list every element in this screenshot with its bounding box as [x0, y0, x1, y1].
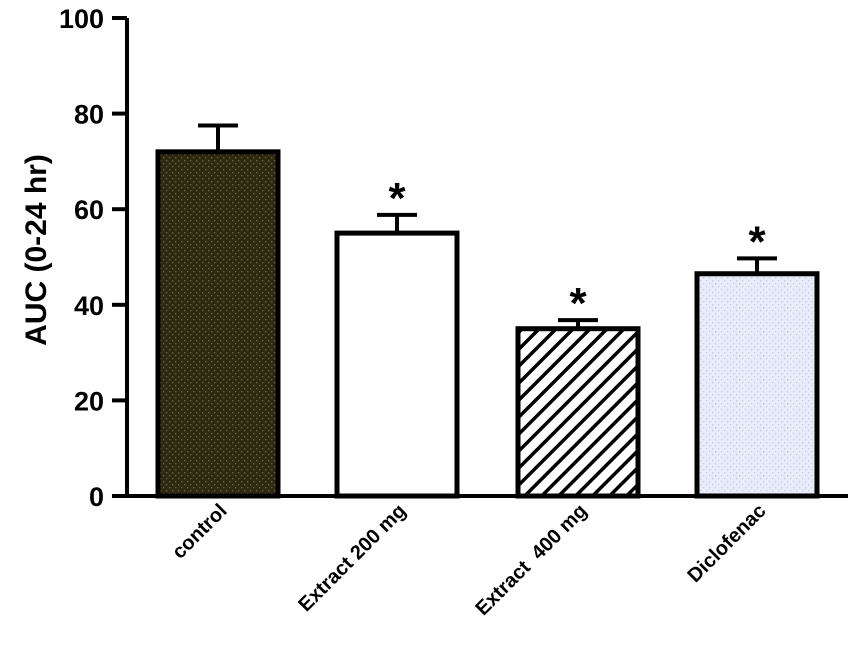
y-tick-label: 0 [89, 482, 104, 512]
y-axis-ticks: 0 20 40 60 80 100 [59, 4, 127, 512]
significance-markers: * * * [388, 174, 766, 328]
significance-asterisk: * [748, 217, 766, 266]
bar-control [155, 149, 281, 499]
significance-asterisk: * [569, 279, 587, 328]
x-tick-label: Extract 200 mg [294, 500, 410, 616]
y-tick-label: 40 [74, 291, 104, 321]
x-tick-label: control [168, 500, 231, 563]
y-tick-label: 60 [74, 195, 104, 225]
bar-extract-200-mg [334, 230, 460, 499]
y-tick-label: 80 [74, 100, 104, 130]
y-tick-label: 20 [74, 386, 104, 416]
bar-diclofenac [694, 271, 820, 499]
x-axis-tick-labels: control Extract 200 mg Extract 400 mg Diclo… [168, 500, 770, 620]
bar-extract-400-mg [515, 326, 641, 499]
y-tick-label: 100 [59, 4, 104, 34]
significance-asterisk: * [388, 174, 406, 223]
x-tick-label: Extract 400 mg [471, 500, 591, 620]
x-tick-label: Diclofenac [683, 500, 770, 587]
y-axis-label: AUC (0-24 hr) [20, 154, 53, 346]
bars-group [155, 149, 820, 499]
error-bars-group [198, 123, 777, 329]
